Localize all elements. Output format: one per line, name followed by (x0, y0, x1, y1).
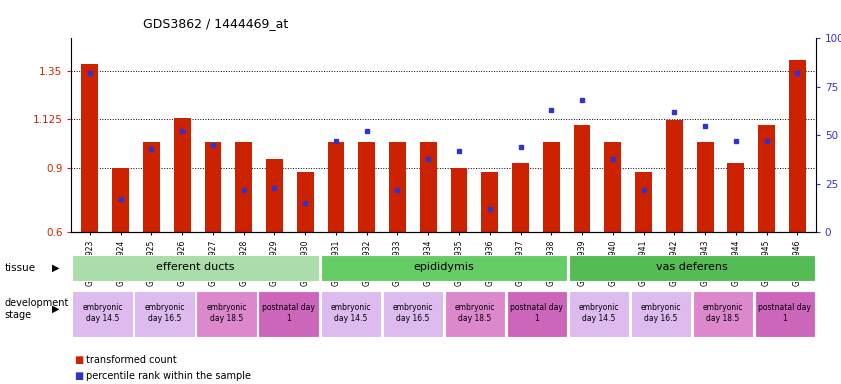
Bar (696, 142, 713, 232)
Bar (320, 255, 567, 281)
Text: transformed count: transformed count (86, 355, 177, 365)
Text: embryonic
day 14.5: embryonic day 14.5 (579, 303, 619, 323)
Bar (693, 291, 753, 337)
Text: postnatal day
1: postnatal day 1 (759, 303, 812, 323)
Bar (605, 142, 621, 232)
Text: ■: ■ (74, 355, 83, 365)
Bar (574, 124, 590, 232)
Text: embryonic
day 14.5: embryonic day 14.5 (331, 303, 371, 323)
Bar (420, 142, 436, 232)
Bar (512, 163, 529, 232)
Bar (754, 291, 815, 337)
Bar (666, 120, 683, 232)
Text: embryonic
day 16.5: embryonic day 16.5 (393, 303, 433, 323)
Bar (358, 142, 375, 232)
Bar (258, 291, 319, 337)
Text: ▶: ▶ (52, 304, 60, 314)
Bar (569, 255, 815, 281)
Text: ▶: ▶ (52, 263, 60, 273)
Bar (389, 142, 406, 232)
Bar (635, 172, 652, 232)
Bar (72, 291, 133, 337)
Bar (112, 168, 130, 232)
Bar (82, 64, 98, 232)
Text: efferent ducts: efferent ducts (156, 262, 235, 272)
Bar (506, 291, 567, 337)
Bar (383, 291, 442, 337)
Bar (481, 172, 498, 232)
Bar (727, 163, 744, 232)
Bar (72, 255, 319, 281)
Bar (569, 291, 629, 337)
Bar (758, 124, 775, 232)
Text: vas deferens: vas deferens (656, 262, 727, 272)
Text: tissue: tissue (4, 263, 35, 273)
Bar (204, 142, 221, 232)
Text: GDS3862 / 1444469_at: GDS3862 / 1444469_at (143, 17, 288, 30)
Bar (297, 172, 314, 232)
Text: ■: ■ (74, 371, 83, 381)
Bar (451, 168, 468, 232)
Text: embryonic
day 14.5: embryonic day 14.5 (82, 303, 123, 323)
Bar (197, 291, 257, 337)
Bar (542, 142, 560, 232)
Text: postnatal day
1: postnatal day 1 (262, 303, 315, 323)
Text: epididymis: epididymis (413, 262, 474, 272)
Bar (320, 291, 381, 337)
Bar (789, 60, 806, 232)
Text: embryonic
day 16.5: embryonic day 16.5 (641, 303, 681, 323)
Text: embryonic
day 18.5: embryonic day 18.5 (206, 303, 246, 323)
Text: percentile rank within the sample: percentile rank within the sample (86, 371, 251, 381)
Bar (266, 159, 283, 232)
Bar (235, 142, 252, 232)
Bar (327, 142, 345, 232)
Bar (631, 291, 690, 337)
Text: development
stage: development stage (4, 298, 69, 320)
Bar (135, 291, 194, 337)
Text: embryonic
day 16.5: embryonic day 16.5 (145, 303, 185, 323)
Text: embryonic
day 18.5: embryonic day 18.5 (702, 303, 743, 323)
Bar (445, 291, 505, 337)
Text: postnatal day
1: postnatal day 1 (510, 303, 563, 323)
Bar (174, 118, 191, 232)
Bar (143, 142, 160, 232)
Text: embryonic
day 18.5: embryonic day 18.5 (454, 303, 495, 323)
